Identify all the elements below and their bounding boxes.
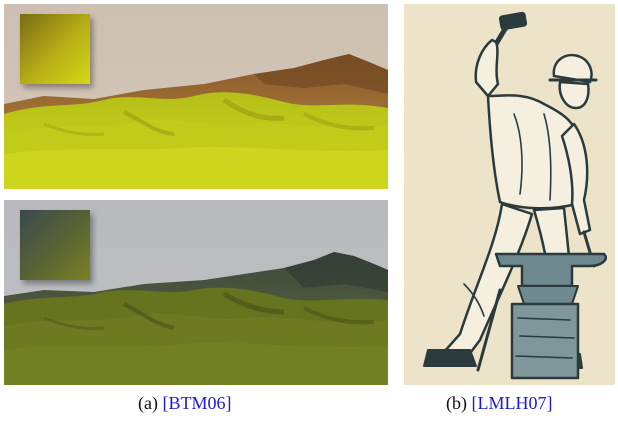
blacksmith-illustration xyxy=(404,4,615,385)
caption-b-label: (b) xyxy=(446,393,467,413)
caption-a: (a) [BTM06] xyxy=(138,393,231,414)
caption-a-label: (a) xyxy=(138,393,158,413)
citation-link-btm06[interactable]: [BTM06] xyxy=(162,393,232,413)
terrain-render-warm xyxy=(4,4,388,189)
terrain-render-cool xyxy=(4,200,388,385)
caption-b: (b) [LMLH07] xyxy=(446,393,552,414)
citation-link-lmlh07[interactable]: [LMLH07] xyxy=(471,393,553,413)
